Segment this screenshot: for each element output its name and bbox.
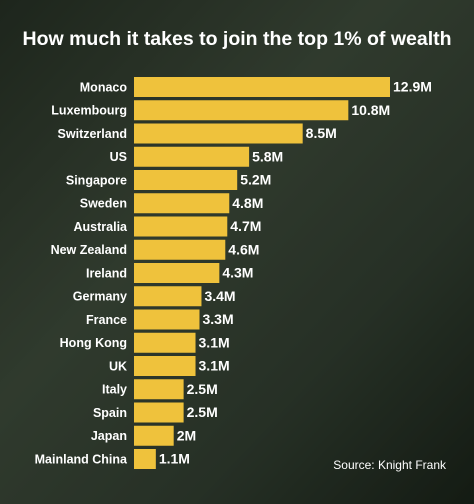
value-label: 10.8M bbox=[351, 102, 390, 118]
value-label: 2.5M bbox=[187, 381, 218, 397]
value-label: 8.5M bbox=[306, 125, 337, 141]
category-label: US bbox=[110, 150, 127, 164]
value-label: 5.8M bbox=[252, 148, 283, 164]
category-label: Japan bbox=[91, 429, 127, 443]
value-label: 4.7M bbox=[230, 218, 261, 234]
category-label: Australia bbox=[74, 220, 129, 234]
value-label: 5.2M bbox=[240, 172, 271, 188]
category-label: Luxembourg bbox=[51, 104, 127, 118]
category-label: France bbox=[86, 313, 127, 327]
category-label: Monaco bbox=[80, 80, 128, 94]
value-label: 3.1M bbox=[199, 358, 230, 374]
category-label: Italy bbox=[102, 383, 127, 397]
bar bbox=[134, 332, 196, 353]
value-label: 2.5M bbox=[187, 404, 218, 420]
value-label: 3.3M bbox=[202, 311, 233, 327]
category-label: Germany bbox=[73, 290, 127, 304]
source: Source: Knight Frank bbox=[333, 458, 447, 472]
category-label: New Zealand bbox=[51, 243, 127, 257]
bar bbox=[134, 449, 156, 469]
bar bbox=[134, 170, 238, 190]
category-label: UK bbox=[109, 359, 127, 373]
bar bbox=[134, 123, 303, 144]
bar bbox=[134, 100, 349, 121]
value-label: 4.6M bbox=[228, 241, 259, 257]
category-label: Spain bbox=[93, 406, 127, 420]
bar bbox=[134, 193, 230, 214]
value-label: 12.9M bbox=[393, 79, 432, 95]
bar bbox=[134, 356, 196, 376]
bar bbox=[134, 216, 228, 237]
bar bbox=[134, 402, 184, 423]
value-label: 1.1M bbox=[159, 451, 190, 467]
bar bbox=[134, 146, 250, 167]
value-label: 3.1M bbox=[199, 334, 230, 350]
category-label: Singapore bbox=[66, 173, 127, 187]
bar bbox=[134, 77, 390, 97]
bar bbox=[134, 425, 174, 446]
bar bbox=[134, 309, 200, 330]
value-label: 3.4M bbox=[204, 288, 235, 304]
bar bbox=[134, 239, 226, 260]
bar bbox=[134, 263, 220, 283]
category-label: Switzerland bbox=[58, 127, 127, 141]
bar bbox=[134, 286, 202, 307]
bar bbox=[134, 379, 184, 400]
category-label: Sweden bbox=[80, 197, 127, 211]
value-label: 4.3M bbox=[222, 265, 253, 281]
chart-title: How much it takes to join the top 1% of … bbox=[22, 28, 451, 50]
category-label: Hong Kong bbox=[60, 336, 127, 350]
value-label: 2M bbox=[177, 427, 196, 443]
category-label: Ireland bbox=[86, 266, 127, 280]
category-label: Mainland China bbox=[35, 452, 128, 466]
value-label: 4.8M bbox=[232, 195, 263, 211]
